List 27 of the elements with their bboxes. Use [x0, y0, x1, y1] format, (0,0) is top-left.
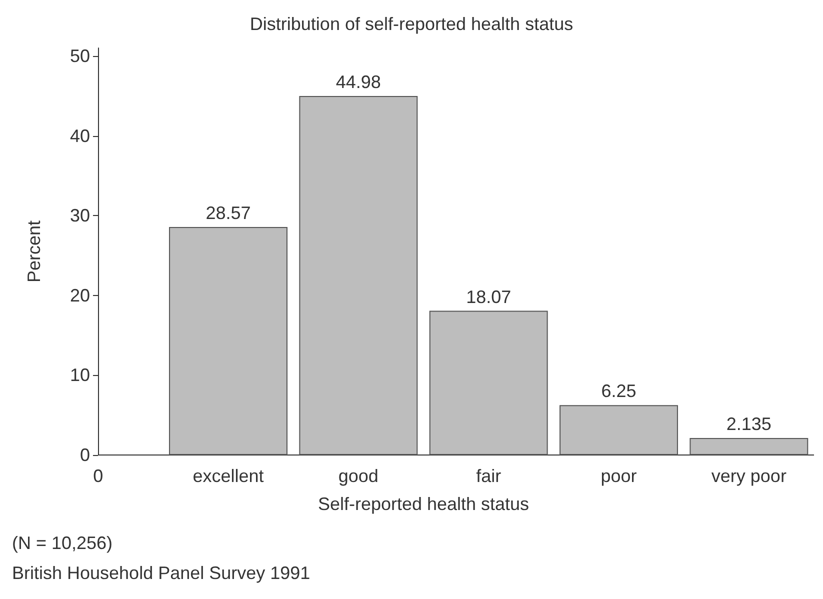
x-tick-label: very poor [711, 466, 786, 486]
y-tick-label: 40 [70, 126, 90, 146]
bar [169, 227, 288, 455]
data-label: 2.135 [726, 414, 772, 434]
data-label: 28.57 [206, 203, 251, 223]
chart-title: Distribution of self-reported health status [250, 14, 574, 34]
x-tick-label: poor [600, 466, 637, 486]
data-label: 18.07 [466, 286, 512, 307]
text: (N = 10,256) [12, 533, 113, 554]
y-tick-label: 0 [80, 445, 90, 465]
bar [690, 438, 808, 455]
x-tick-label: 0 [93, 466, 104, 486]
bar [429, 310, 548, 455]
y-axis-title: Percent [24, 220, 44, 283]
x-tick-label: excellent [192, 466, 264, 486]
text: British Household Panel Survey 1991 [12, 563, 310, 584]
y-tick-label: 20 [70, 285, 90, 306]
y-tick-label: 50 [70, 46, 90, 66]
data-label: 44.98 [336, 72, 381, 92]
y-tick-label: 30 [70, 206, 90, 226]
x-tick-label: fair [476, 466, 502, 486]
data-label: 6.25 [601, 381, 636, 402]
bar [299, 96, 418, 455]
x-tick-label: good [338, 466, 378, 486]
bar [560, 405, 678, 455]
y-tick-label: 10 [70, 365, 90, 386]
x-axis-title: Self-reported health status [318, 494, 530, 514]
